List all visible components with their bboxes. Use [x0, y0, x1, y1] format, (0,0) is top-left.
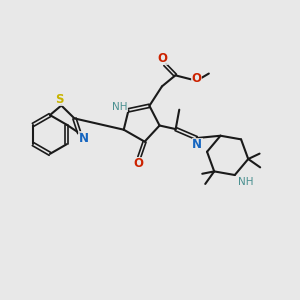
Text: NH: NH: [238, 177, 254, 187]
Text: O: O: [157, 52, 167, 65]
Text: N: N: [192, 138, 202, 151]
Text: NH: NH: [112, 102, 127, 112]
Text: N: N: [79, 132, 89, 145]
Text: O: O: [134, 157, 144, 170]
Text: S: S: [56, 93, 64, 106]
Text: O: O: [192, 72, 202, 85]
